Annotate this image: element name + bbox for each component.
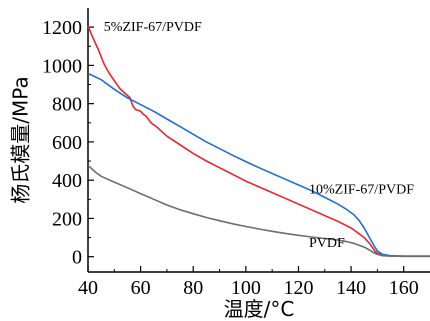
x-tick-label: 140 — [336, 277, 366, 299]
y-tick-label: 200 — [52, 208, 82, 230]
series-label-pvdf: PVDF — [309, 236, 345, 251]
y-tick-label: 1200 — [42, 17, 82, 39]
x-tick-label: 100 — [231, 277, 261, 299]
y-axis-title: 杨氏模量/MPa — [9, 76, 33, 203]
x-tick-label: 160 — [389, 277, 419, 299]
x-axis-title: 温度/°C — [224, 297, 295, 321]
x-tick-label: 80 — [183, 277, 203, 299]
series-line-pvdf — [87, 164, 430, 258]
series-label-5pct-zif67-pvdf: 5%ZIF-67/PVDF — [104, 20, 202, 35]
y-tick-label: 1000 — [42, 55, 82, 77]
x-axis-ticks: 40 60 80 100 120 140 160 — [78, 266, 419, 299]
series-lines — [87, 25, 430, 258]
x-tick-label: 40 — [78, 277, 98, 299]
x-tick-label: 60 — [131, 277, 151, 299]
series-line-5pct-zif67-pvdf — [87, 25, 430, 258]
series-label-10pct-zif67-pvdf: 10%ZIF-67/PVDF — [309, 183, 414, 198]
y-tick-label: 400 — [52, 170, 82, 192]
y-tick-label: 600 — [52, 132, 82, 154]
plot-area: 40 60 80 100 120 140 160 0 200 400 600 800 1000 1200 — [42, 8, 430, 299]
y-tick-label: 0 — [72, 247, 82, 269]
y-tick-label: 800 — [52, 94, 82, 116]
x-tick-label: 120 — [283, 277, 313, 299]
series-line-10pct-zif67-pvdf — [87, 72, 430, 257]
y-axis-ticks: 0 200 400 600 800 1000 1200 — [42, 17, 94, 269]
